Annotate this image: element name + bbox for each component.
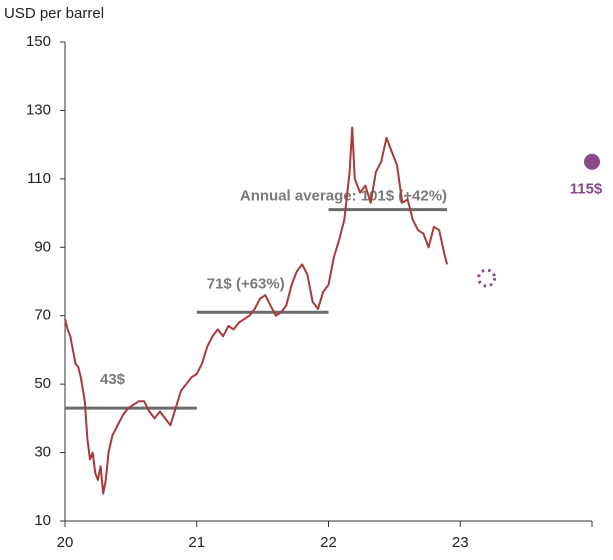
x-tick-label: 23 [452,534,469,551]
y-tick-label: 90 [34,238,51,255]
price-line [64,126,449,495]
y-axis-label: USD per barrel [4,5,104,22]
average-label: 43$ [100,371,126,388]
x-tick-label: 21 [188,534,205,551]
forecast-point [584,153,600,170]
y-tick-label: 50 [34,375,51,392]
forecast-label: 115$ [570,181,603,198]
y-tick-label: 30 [34,444,51,461]
average-label: 71$ (+63%) [207,275,285,292]
y-tick-label: 150 [26,33,51,50]
y-tick-label: 110 [27,170,51,187]
x-tick-label: 20 [57,534,74,551]
y-tick-label: 130 [26,101,51,118]
y-tick-label: 10 [34,512,51,529]
x-tick-label: 22 [320,534,337,551]
y-tick-label: 70 [34,307,51,324]
average-label: Annual average: 101$ (+42%) [240,188,447,205]
forecast-point [477,268,497,288]
